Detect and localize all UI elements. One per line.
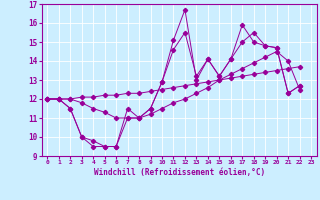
X-axis label: Windchill (Refroidissement éolien,°C): Windchill (Refroidissement éolien,°C) <box>94 168 265 177</box>
